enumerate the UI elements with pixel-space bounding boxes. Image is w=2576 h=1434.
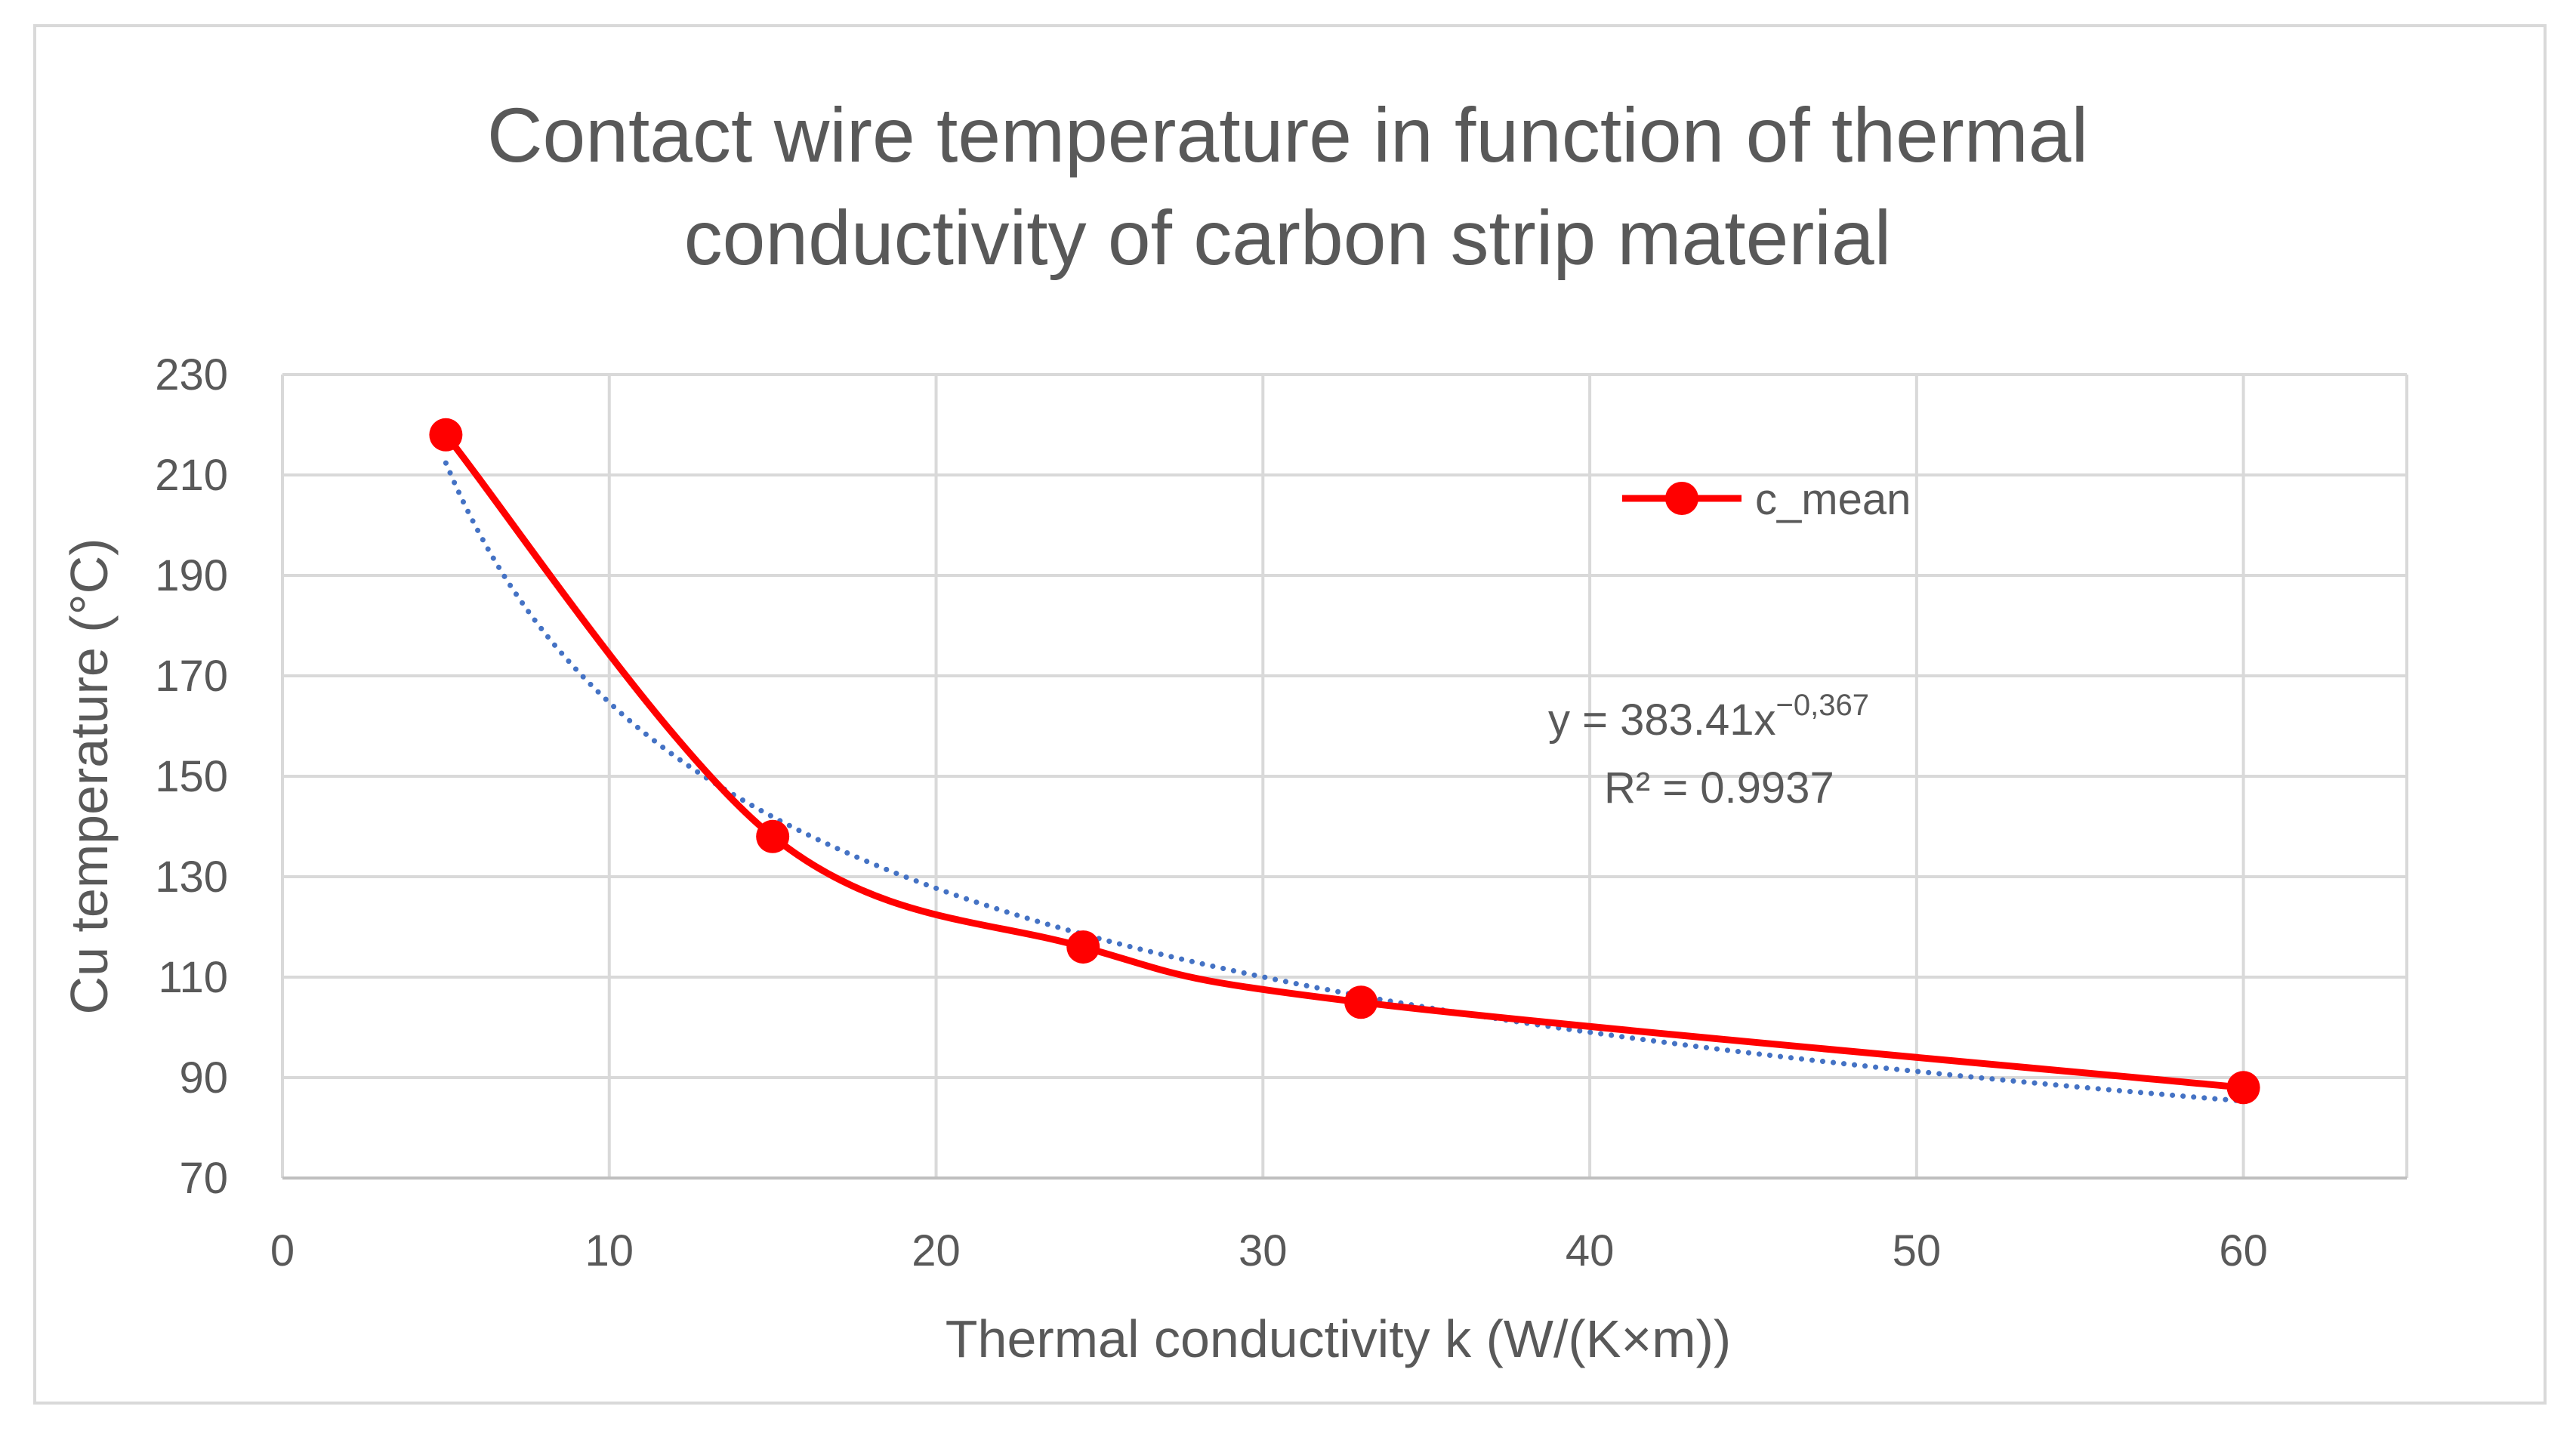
x-tick-label-40: 40 [1566, 1226, 1615, 1275]
trendline-equation-base: y = 383.41x [1548, 695, 1776, 745]
y-tick-label-210: 210 [155, 451, 228, 500]
x-tick-label-50: 50 [1893, 1226, 1942, 1275]
chart-frame [33, 24, 2547, 1405]
y-tick-label-110: 110 [159, 953, 228, 1002]
y-axis-tick-labels: 70 90 110 130 150 170 190 210 230 [155, 350, 228, 1203]
y-tick-label-170: 170 [155, 652, 228, 701]
chart-title-line-1: Contact wire temperature in function of … [487, 92, 2088, 178]
y-tick-label-130: 130 [155, 853, 228, 902]
chart-title-line-2: conductivity of carbon strip material [684, 195, 1892, 281]
y-tick-label-150: 150 [155, 752, 228, 801]
trendline-equation-text: y = 383.41x−0,367 [1548, 689, 1869, 745]
x-axis-tick-labels: 0 10 20 30 40 50 60 [270, 1226, 2268, 1275]
series-line-c-mean [442, 431, 2247, 1091]
data-point-3 [1066, 930, 1100, 964]
legend: c_mean [1622, 475, 1911, 524]
y-tick-label-90: 90 [179, 1053, 228, 1102]
trendline-equation-exponent: −0,367 [1776, 689, 1869, 722]
y-axis-label: Cu temperature (°C) [60, 538, 119, 1015]
y-tick-label-190: 190 [155, 551, 228, 600]
series-markers-c-mean [429, 418, 2260, 1105]
data-point-2 [756, 819, 790, 853]
trendline-r2-text: R² = 0.9937 [1604, 763, 1834, 813]
data-point-1 [429, 418, 463, 452]
data-point-5 [2226, 1071, 2260, 1105]
data-point-4 [1344, 985, 1378, 1019]
horizontal-gridlines [282, 373, 2407, 1079]
x-axis-label: Thermal conductivity k (W/(K×m)) [946, 1309, 1731, 1368]
y-tick-label-230: 230 [155, 350, 228, 399]
x-tick-label-20: 20 [912, 1226, 961, 1275]
x-tick-label-60: 60 [2219, 1226, 2268, 1275]
y-tick-label-70: 70 [179, 1154, 228, 1203]
legend-marker-c-mean [1665, 482, 1698, 515]
x-tick-label-30: 30 [1239, 1226, 1288, 1275]
x-tick-label-0: 0 [270, 1226, 295, 1275]
x-tick-label-10: 10 [585, 1226, 634, 1275]
legend-label-c-mean: c_mean [1755, 475, 1911, 524]
trendline-equation: y = 383.41x−0,367 R² = 0.9937 [1548, 689, 1869, 813]
